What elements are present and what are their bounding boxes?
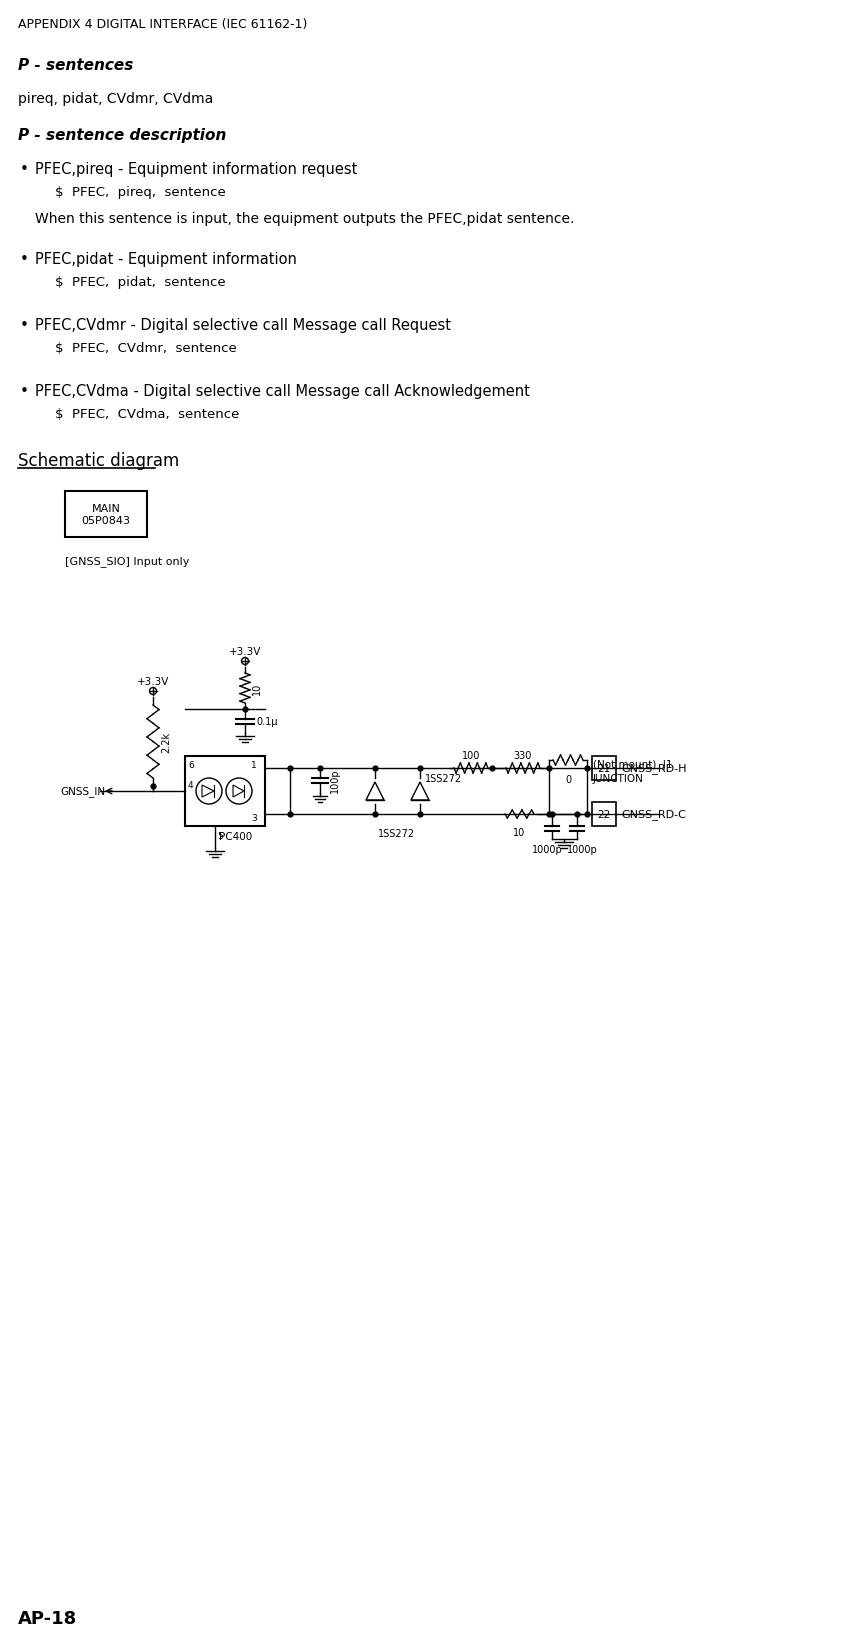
Text: MAIN
05P0843: MAIN 05P0843 xyxy=(82,503,130,526)
Text: 0: 0 xyxy=(565,775,571,785)
Text: 2.2k: 2.2k xyxy=(161,731,171,752)
Text: •: • xyxy=(20,252,29,267)
Text: GNSS_RD-H: GNSS_RD-H xyxy=(621,764,687,774)
Bar xyxy=(592,803,616,826)
Text: AP-18: AP-18 xyxy=(18,1609,77,1628)
Text: 1000p: 1000p xyxy=(531,844,562,854)
Polygon shape xyxy=(411,782,429,800)
Text: $  PFEC,  pidat,  sentence: $ PFEC, pidat, sentence xyxy=(55,275,226,288)
Polygon shape xyxy=(366,782,384,800)
Polygon shape xyxy=(233,785,244,798)
Text: When this sentence is input, the equipment outputs the PFEC,pidat sentence.: When this sentence is input, the equipme… xyxy=(35,211,575,226)
Text: 21: 21 xyxy=(597,764,610,774)
Text: PFEC,CVdma - Digital selective call Message call Acknowledgement: PFEC,CVdma - Digital selective call Mess… xyxy=(35,384,529,398)
Text: 330: 330 xyxy=(514,751,532,760)
Text: 1: 1 xyxy=(251,760,257,770)
Text: PFEC,pidat - Equipment information: PFEC,pidat - Equipment information xyxy=(35,252,297,267)
Text: P - sentences: P - sentences xyxy=(18,57,134,74)
Text: APPENDIX 4 DIGITAL INTERFACE (IEC 61162-1): APPENDIX 4 DIGITAL INTERFACE (IEC 61162-… xyxy=(18,18,307,31)
Text: GNSS_IN: GNSS_IN xyxy=(60,787,105,797)
Text: •: • xyxy=(20,318,29,333)
Text: [GNSS_SIO] Input only: [GNSS_SIO] Input only xyxy=(65,556,189,567)
Text: P - sentence description: P - sentence description xyxy=(18,128,227,143)
Text: GNSS_RD-C: GNSS_RD-C xyxy=(621,810,686,820)
Text: 1SS272: 1SS272 xyxy=(425,774,462,783)
Text: JUNCTION: JUNCTION xyxy=(593,774,644,783)
Text: $  PFEC,  CVdma,  sentence: $ PFEC, CVdma, sentence xyxy=(55,408,240,421)
Text: Schematic diagram: Schematic diagram xyxy=(18,452,180,470)
Text: 5: 5 xyxy=(217,833,223,841)
Text: +3.3V: +3.3V xyxy=(137,677,169,687)
Text: PFEC,pireq - Equipment information request: PFEC,pireq - Equipment information reque… xyxy=(35,162,358,177)
Bar xyxy=(65,492,147,538)
Text: $  PFEC,  CVdmr,  sentence: $ PFEC, CVdmr, sentence xyxy=(55,343,237,354)
Text: (Not mount)  J1: (Not mount) J1 xyxy=(593,759,673,770)
Text: 100p: 100p xyxy=(330,769,340,793)
Text: 10: 10 xyxy=(252,682,262,695)
Text: 3: 3 xyxy=(251,813,257,823)
Text: 10: 10 xyxy=(513,828,526,838)
Bar xyxy=(185,757,265,826)
Text: 100: 100 xyxy=(462,751,480,760)
Text: •: • xyxy=(20,384,29,398)
Text: $  PFEC,  pireq,  sentence: $ PFEC, pireq, sentence xyxy=(55,185,226,198)
Text: 1SS272: 1SS272 xyxy=(378,828,416,839)
Text: +3.3V: +3.3V xyxy=(229,647,261,657)
Bar xyxy=(592,757,616,780)
Text: •: • xyxy=(20,162,29,177)
Text: 1000p: 1000p xyxy=(567,844,597,854)
Text: 22: 22 xyxy=(597,810,610,820)
Text: PFEC,CVdmr - Digital selective call Message call Request: PFEC,CVdmr - Digital selective call Mess… xyxy=(35,318,451,333)
Polygon shape xyxy=(202,785,214,798)
Text: pireq, pidat, CVdmr, CVdma: pireq, pidat, CVdmr, CVdma xyxy=(18,92,214,107)
Text: 6: 6 xyxy=(188,760,194,770)
Text: PC400: PC400 xyxy=(219,831,253,841)
Text: 4: 4 xyxy=(188,780,194,790)
Text: 0.1μ: 0.1μ xyxy=(256,716,278,726)
